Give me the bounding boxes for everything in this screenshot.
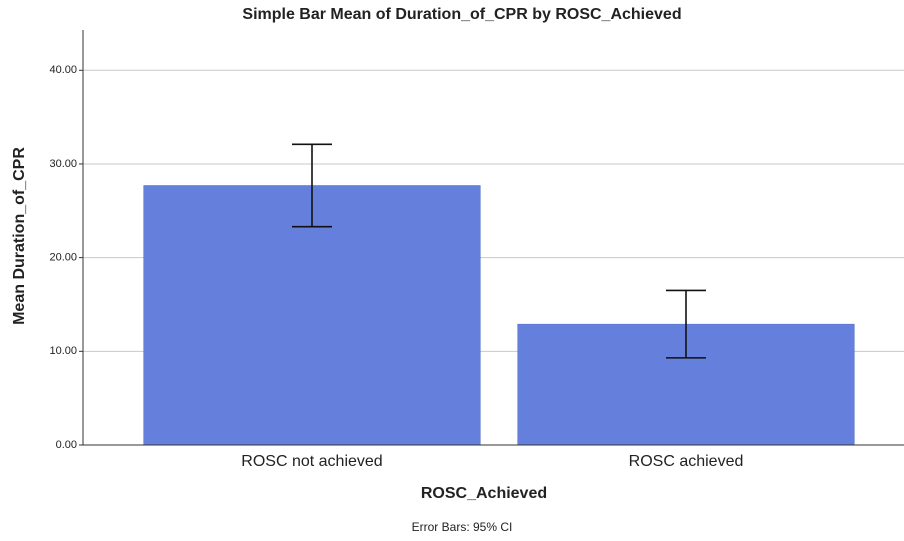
y-tick-label: 20.00 [49,252,77,264]
chart-title: Simple Bar Mean of Duration_of_CPR by RO… [242,6,681,23]
bar [143,185,481,446]
y-axis-title: Mean Duration_of_CPR [11,147,28,325]
y-tick-label: 0.00 [56,439,77,451]
x-tick-label: ROSC not achieved [241,453,382,470]
x-axis-title: ROSC_Achieved [421,485,547,502]
footnote: Error Bars: 95% CI [412,520,513,534]
y-tick-label: 10.00 [49,345,77,357]
y-tick-label: 30.00 [49,158,77,170]
y-tick-label: 40.00 [49,64,77,76]
x-tick-label: ROSC achieved [629,453,744,470]
